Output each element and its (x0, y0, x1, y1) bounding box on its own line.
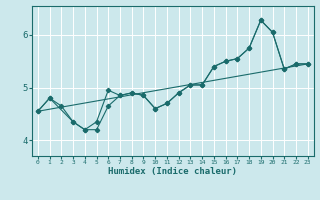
X-axis label: Humidex (Indice chaleur): Humidex (Indice chaleur) (108, 167, 237, 176)
